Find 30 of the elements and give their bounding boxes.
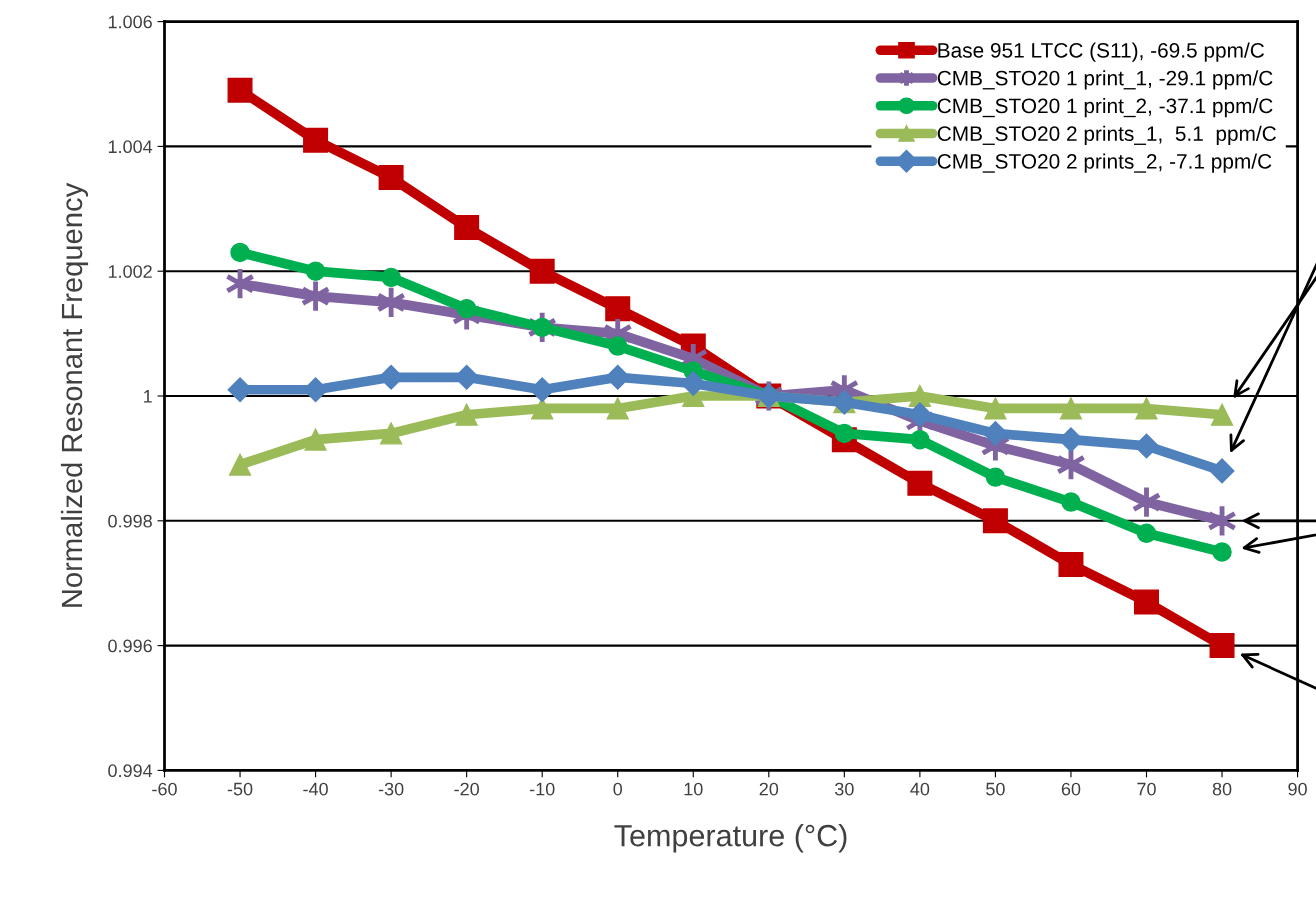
y-axis-title: Normalized Resonant Frequency xyxy=(60,182,89,607)
x-tick-label: 80 xyxy=(1212,782,1232,796)
x-tick-label: -40 xyxy=(303,782,328,796)
x-tick-label: -50 xyxy=(227,782,253,796)
y-tick-label: 0.998 xyxy=(108,514,152,528)
y-tick-label: 1.002 xyxy=(108,265,152,278)
x-tick-label: 50 xyxy=(986,782,1005,796)
x-tick-label: -30 xyxy=(378,782,404,796)
legend-label: CMB_STO20 2 prints_2, -7.1 ppm/C xyxy=(937,153,1272,173)
legend-label: CMB_STO20 1 print_1, -29.1 ppm/C xyxy=(937,70,1273,90)
x-tick-label: 30 xyxy=(834,782,854,796)
x-tick-label: 20 xyxy=(759,782,779,796)
x-tick-label: 70 xyxy=(1137,782,1156,796)
legend-label: CMB_STO20 2 prints_1, 5.1 ppm/C xyxy=(937,125,1276,146)
y-tick-label: 0.994 xyxy=(108,764,153,778)
x-tick-label: 0 xyxy=(613,782,623,796)
y-tick-label: 0.996 xyxy=(108,639,152,653)
x-tick-label: 60 xyxy=(1061,782,1081,796)
x-tick-label: 10 xyxy=(684,782,703,796)
legend-label: Base 951 LTCC (S11), -69.5 ppm/C xyxy=(938,42,1264,62)
x-tick-label: -60 xyxy=(152,782,177,796)
x-tick-label: 90 xyxy=(1288,782,1307,796)
y-tick-label: 1.006 xyxy=(108,15,152,29)
x-tick-label: -20 xyxy=(454,782,479,796)
x-tick-label: 40 xyxy=(910,782,930,796)
x-tick-label: -10 xyxy=(529,782,555,796)
legend-label: CMB_STO20 1 print_2, -37.1 ppm/C xyxy=(937,97,1273,118)
x-axis-title: Temperature (°C) xyxy=(614,824,847,853)
y-tick-label: 1 xyxy=(144,390,152,403)
y-tick-label: 1.004 xyxy=(108,140,153,154)
